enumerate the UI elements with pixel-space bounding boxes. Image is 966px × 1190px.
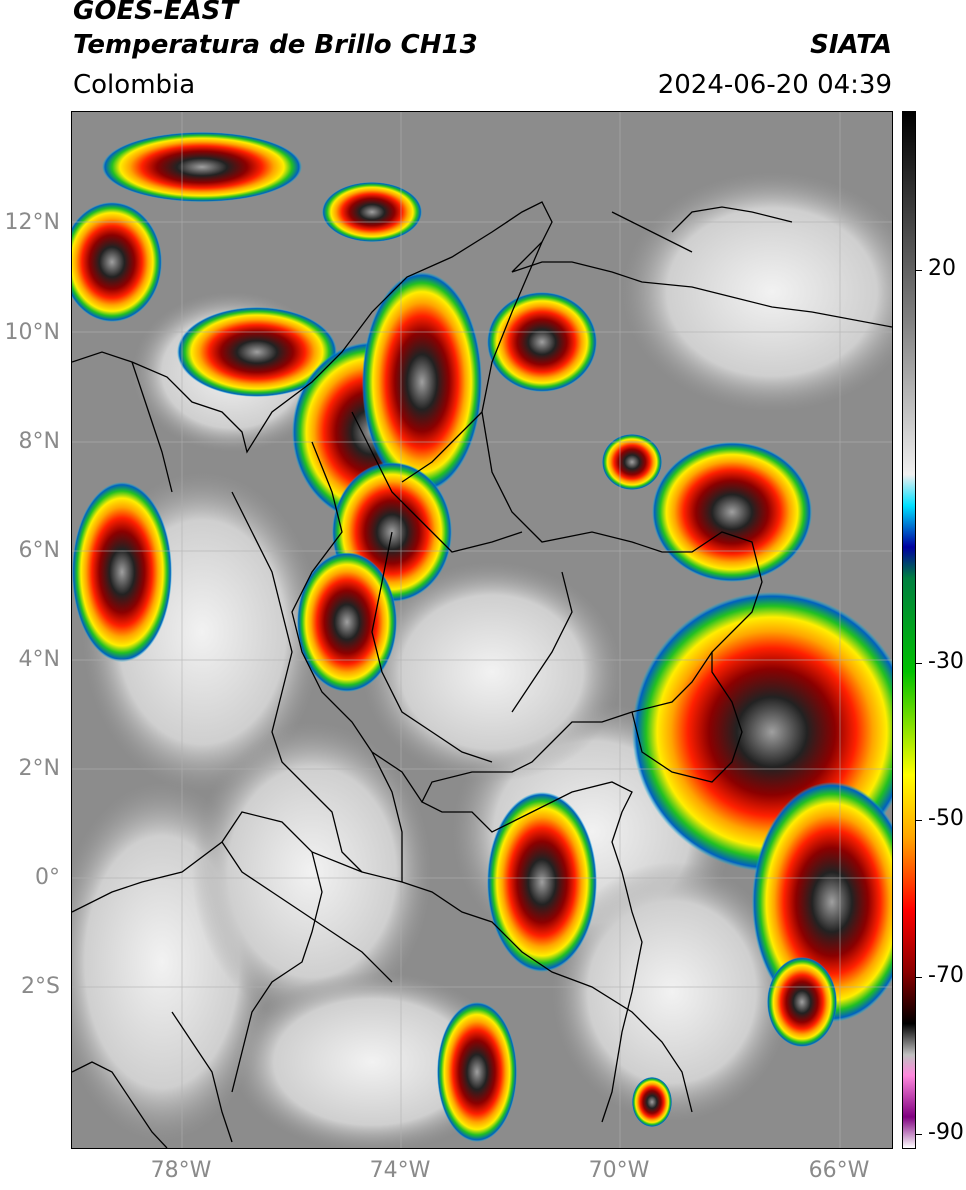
lat-tick-label: 2°S [21,974,60,999]
colorbar-label: 20 [928,256,956,281]
colorbar-tick [916,1134,922,1135]
lon-tick-label: 66°W [808,1158,870,1183]
lat-tick-label: 4°N [18,647,60,672]
agency-label: SIATA [810,30,892,60]
lon-tick-label: 74°W [369,1158,431,1183]
lon-tick-label: 70°W [588,1158,650,1183]
colorbar-label: -70 [928,963,964,988]
lat-tick-label: 0° [35,865,60,890]
convective-storms [72,132,892,1142]
colorbar-label: -50 [928,806,964,831]
lat-tick-label: 6°N [18,538,60,563]
region-label: Colombia [73,70,196,100]
temperature-colorbar [902,111,916,1149]
lat-tick-label: 2°N [18,756,60,781]
colorbar-label: -90 [928,1120,964,1145]
lat-tick-label: 8°N [18,429,60,454]
lat-tick-label: 12°N [4,210,60,235]
datetime-label: 2024-06-20 04:39 [657,70,892,100]
colorbar-tick [916,977,922,978]
satellite-map [71,111,893,1149]
colorbar-tick [916,663,922,664]
political-boundaries [72,201,892,1148]
colorbar-tick [916,270,922,271]
colorbar-label: -30 [928,649,964,674]
product-title: Temperatura de Brillo CH13 [73,30,478,60]
colorbar-tick [916,820,922,821]
lon-tick-label: 78°W [150,1158,212,1183]
satellite-title: GOES-EAST [73,0,239,26]
lat-tick-label: 10°N [4,320,60,345]
gridlines [72,112,892,1148]
